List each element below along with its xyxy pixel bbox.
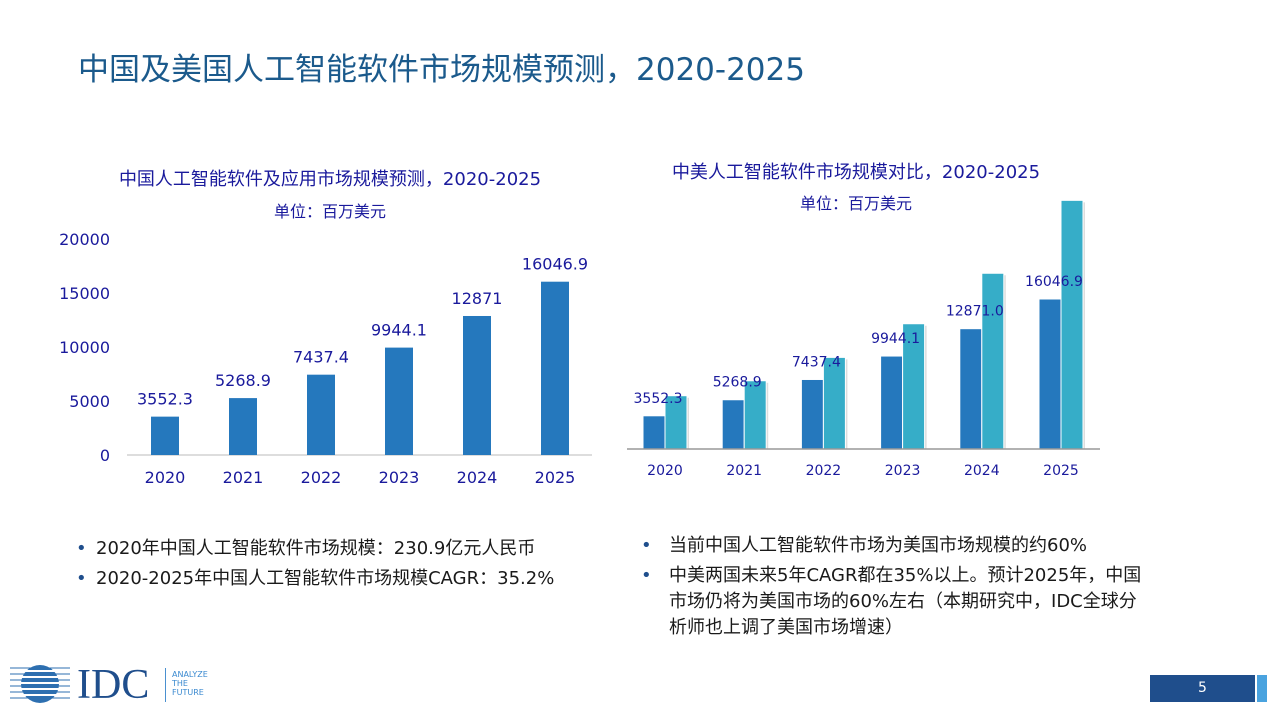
- bar: [385, 347, 413, 455]
- idc-logo-text: IDC: [77, 662, 150, 708]
- y-tick-label: 0: [100, 446, 110, 465]
- data-label: 16046.9: [522, 255, 588, 274]
- bar: [1038, 298, 1062, 450]
- data-label: 9944.1: [371, 321, 427, 340]
- y-tick-label: 20000: [59, 230, 110, 249]
- right-chart-unit: 单位：百万美元: [799, 194, 912, 213]
- left-chart-unit: 单位：百万美元: [273, 202, 386, 221]
- bullet-text: 当前中国人工智能软件市场为美国市场规模的约60%: [669, 535, 1088, 556]
- x-tick-label: 2023: [885, 463, 921, 479]
- data-label: 5268.9: [713, 375, 762, 391]
- bullet-text: 中美两国未来5年CAGR都在35%以上。预计2025年，中国市场仍将为美国市场的…: [669, 565, 1142, 638]
- slide-title: 中国及美国人工智能软件市场规模预测，2020-2025: [78, 52, 805, 88]
- left-bullets: • 2020年中国人工智能软件市场规模：230.9亿元人民币 • 2020-2025…: [76, 536, 555, 592]
- bar: [721, 399, 745, 450]
- tagline-line: ANALYZE: [172, 670, 208, 679]
- x-tick-label: 2021: [726, 463, 762, 479]
- y-tick-label: 10000: [59, 338, 110, 357]
- y-tick-label: 15000: [59, 284, 110, 303]
- x-tick-label: 2022: [806, 463, 842, 479]
- y-tick-label: 5000: [69, 392, 110, 411]
- bullet-item: • 当前中国人工智能软件市场为美国市场规模的约60%: [641, 535, 1088, 556]
- bar: [822, 356, 846, 450]
- data-label: 5268.9: [215, 371, 271, 390]
- bullet-text: 2020-2025年中国人工智能软件市场规模CAGR：35.2%: [96, 568, 555, 589]
- bar: [743, 380, 767, 450]
- page-number: 5: [1150, 675, 1255, 702]
- x-tick-label: 2025: [535, 468, 576, 487]
- bar: [981, 272, 1005, 450]
- data-label: 12871.0: [946, 304, 1004, 320]
- bar: [151, 416, 179, 455]
- tagline-line: THE: [172, 679, 188, 688]
- bar: [1060, 199, 1084, 450]
- x-tick-label: 2022: [301, 468, 342, 487]
- data-label: 7437.4: [293, 348, 349, 367]
- x-tick-label: 2020: [647, 463, 683, 479]
- x-tick-label: 2024: [457, 468, 498, 487]
- bar: [642, 415, 666, 450]
- x-tick-label: 2025: [1043, 463, 1079, 479]
- data-label: 16046.9: [1025, 274, 1083, 290]
- bar: [959, 328, 983, 450]
- bullet-item: • 2020年中国人工智能软件市场规模：230.9亿元人民币: [76, 538, 536, 559]
- x-tick-label: 2021: [223, 468, 264, 487]
- bar: [880, 355, 904, 450]
- bar: [800, 378, 824, 450]
- right-bullets: • 当前中国人工智能软件市场为美国市场规模的约60% • 中美两国未来5年CAGR都…: [641, 533, 1144, 641]
- bullet-item: • 2020-2025年中国人工智能软件市场规模CAGR：35.2%: [76, 568, 555, 589]
- right-chart-title: 中美人工智能软件市场规模对比，2020-2025: [671, 162, 1041, 183]
- tagline-line: FUTURE: [172, 688, 204, 697]
- data-label: 3552.3: [634, 391, 683, 407]
- data-label: 9944.1: [871, 331, 920, 347]
- data-label: 7437.4: [792, 354, 841, 370]
- idc-globe-logo-icon: [10, 665, 70, 705]
- bar: [463, 315, 491, 455]
- x-tick-label: 2024: [964, 463, 1000, 479]
- bar: [541, 281, 569, 455]
- bullet-text: 2020年中国人工智能软件市场规模：230.9亿元人民币: [96, 538, 536, 559]
- bar: [229, 398, 257, 455]
- bar: [307, 374, 335, 455]
- data-label: 3552.3: [137, 390, 193, 409]
- x-tick-label: 2020: [145, 468, 186, 487]
- left-chart-title: 中国人工智能软件及应用市场规模预测，2020-2025: [118, 169, 542, 190]
- logo-tagline: ANALYZE THE FUTURE: [172, 670, 208, 697]
- x-tick-label: 2023: [379, 468, 420, 487]
- bullet-item: • 中美两国未来5年CAGR都在35%以上。预计2025年，中国市场仍将为美国市场…: [641, 565, 1142, 638]
- data-label: 12871: [452, 289, 503, 308]
